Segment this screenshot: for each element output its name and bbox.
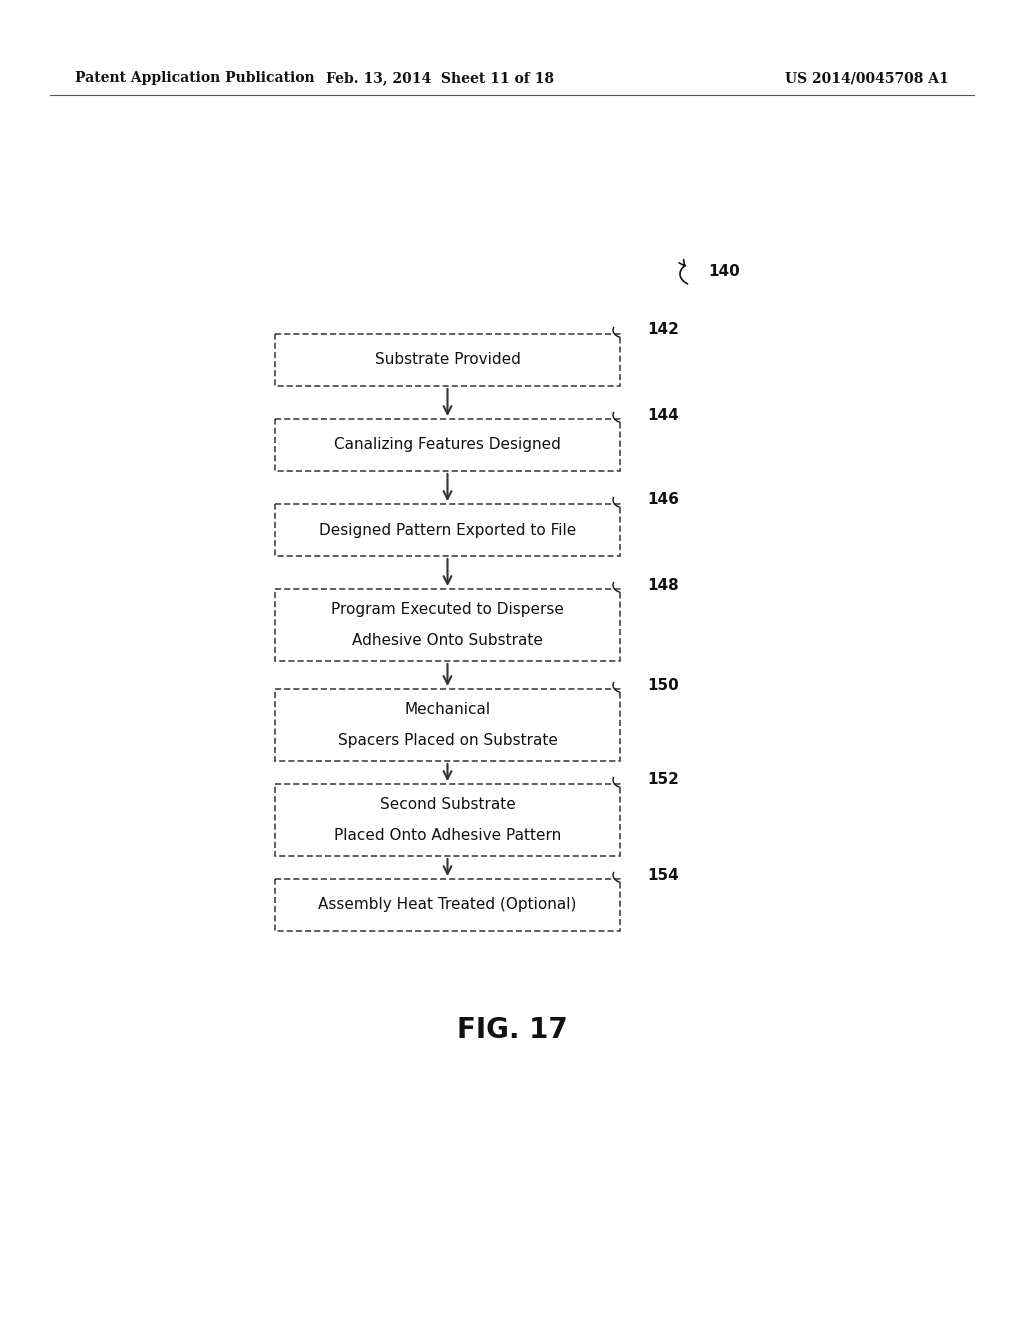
Bar xyxy=(275,784,620,855)
Text: Patent Application Publication: Patent Application Publication xyxy=(75,71,314,84)
Text: Substrate Provided: Substrate Provided xyxy=(375,352,520,367)
Bar xyxy=(275,879,620,931)
Bar xyxy=(275,689,620,762)
Bar xyxy=(275,504,620,556)
Text: Assembly Heat Treated (Optional): Assembly Heat Treated (Optional) xyxy=(318,898,577,912)
Bar xyxy=(275,589,620,661)
Text: 142: 142 xyxy=(647,322,679,338)
Text: Canalizing Features Designed: Canalizing Features Designed xyxy=(334,437,561,453)
Text: Spacers Placed on Substrate: Spacers Placed on Substrate xyxy=(338,734,557,748)
Text: 152: 152 xyxy=(647,772,679,788)
Text: 140: 140 xyxy=(708,264,739,280)
Text: Program Executed to Disperse: Program Executed to Disperse xyxy=(331,602,564,616)
Text: US 2014/0045708 A1: US 2014/0045708 A1 xyxy=(785,71,949,84)
Text: 154: 154 xyxy=(647,867,679,883)
Text: Second Substrate: Second Substrate xyxy=(380,797,515,812)
Text: Feb. 13, 2014  Sheet 11 of 18: Feb. 13, 2014 Sheet 11 of 18 xyxy=(327,71,554,84)
Text: 146: 146 xyxy=(647,492,679,507)
Text: 148: 148 xyxy=(647,578,679,593)
Text: FIG. 17: FIG. 17 xyxy=(457,1016,567,1044)
Text: Designed Pattern Exported to File: Designed Pattern Exported to File xyxy=(318,523,577,537)
Bar xyxy=(275,418,620,471)
Bar xyxy=(275,334,620,385)
Text: 144: 144 xyxy=(647,408,679,422)
Text: Adhesive Onto Substrate: Adhesive Onto Substrate xyxy=(352,634,543,648)
Text: 150: 150 xyxy=(647,677,679,693)
Text: Mechanical: Mechanical xyxy=(404,702,490,717)
Text: Placed Onto Adhesive Pattern: Placed Onto Adhesive Pattern xyxy=(334,829,561,843)
